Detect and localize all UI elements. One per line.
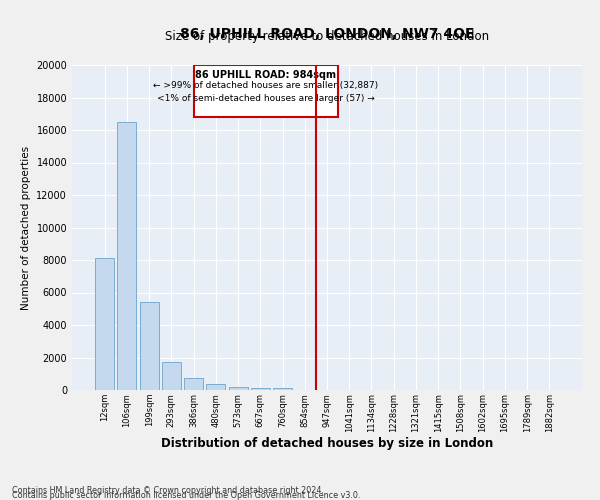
Y-axis label: Number of detached properties: Number of detached properties xyxy=(21,146,31,310)
Text: <1% of semi-detached houses are larger (57) →: <1% of semi-detached houses are larger (… xyxy=(157,94,375,104)
Bar xyxy=(140,302,158,390)
Text: 86, UPHILL ROAD, LONDON, NW7 4QE: 86, UPHILL ROAD, LONDON, NW7 4QE xyxy=(180,26,474,40)
Bar xyxy=(273,388,292,390)
Text: Contains public sector information licensed under the Open Government Licence v3: Contains public sector information licen… xyxy=(12,491,361,500)
Bar xyxy=(162,362,181,390)
Bar xyxy=(184,378,203,390)
Bar xyxy=(251,388,270,390)
Bar xyxy=(206,384,225,390)
Bar xyxy=(229,387,248,390)
Text: ← >99% of detached houses are smaller (32,887): ← >99% of detached houses are smaller (3… xyxy=(153,81,379,90)
Title: Size of property relative to detached houses in London: Size of property relative to detached ho… xyxy=(165,30,489,43)
Text: 86 UPHILL ROAD: 984sqm: 86 UPHILL ROAD: 984sqm xyxy=(196,70,337,80)
Text: Contains HM Land Registry data © Crown copyright and database right 2024.: Contains HM Land Registry data © Crown c… xyxy=(12,486,324,495)
X-axis label: Distribution of detached houses by size in London: Distribution of detached houses by size … xyxy=(161,438,493,450)
Bar xyxy=(118,122,136,390)
Bar xyxy=(194,65,338,117)
Bar xyxy=(95,258,114,390)
